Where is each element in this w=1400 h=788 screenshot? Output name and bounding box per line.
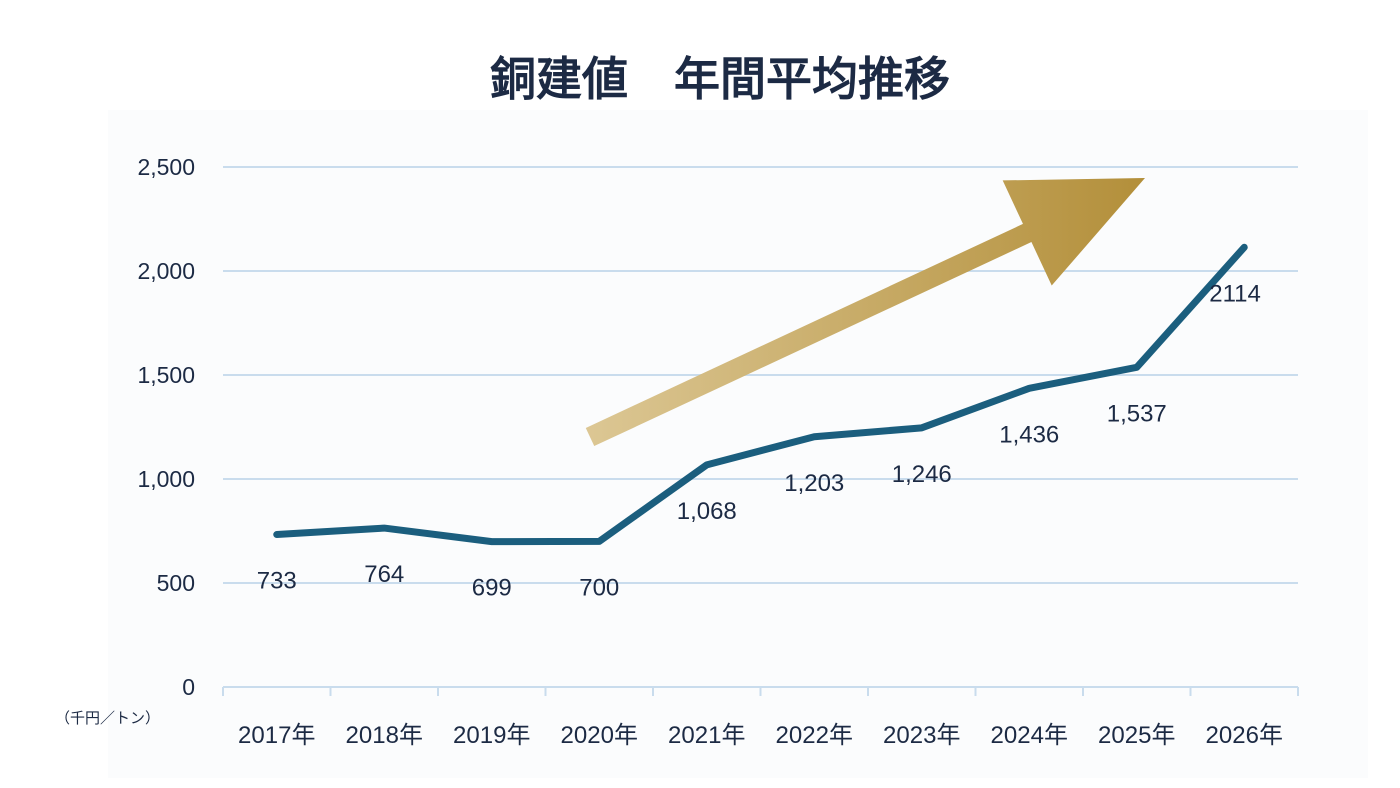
data-label: 733	[257, 568, 297, 595]
y-tick-label: 500	[157, 570, 195, 596]
data-label: 699	[472, 575, 512, 602]
data-label: 1,537	[1107, 400, 1167, 427]
x-tick-label: 2019年	[453, 722, 530, 749]
data-label: 1,246	[892, 461, 952, 488]
y-tick-label: 1,000	[137, 466, 195, 492]
x-tick-label: 2018年	[346, 722, 423, 749]
data-label: 764	[364, 561, 404, 588]
x-tick-label: 2021年	[668, 722, 745, 749]
y-axis-unit-label: （千円／トン）	[55, 709, 160, 727]
x-tick-label: 2025年	[1098, 722, 1175, 749]
y-tick-label: 2,000	[137, 258, 195, 284]
x-tick-label: 2020年	[561, 722, 638, 749]
data-label: 2114	[1209, 280, 1261, 307]
x-tick-label: 2026年	[1206, 722, 1283, 749]
x-tick-label: 2024年	[991, 722, 1068, 749]
y-tick-label: 0	[182, 674, 195, 700]
x-tick-label: 2017年	[238, 722, 315, 749]
data-label: 1,436	[999, 421, 1059, 448]
series-line	[273, 243, 1248, 546]
y-tick-label: 1,500	[137, 362, 195, 388]
data-label: 700	[579, 574, 619, 601]
data-label: 1,068	[677, 498, 737, 525]
x-tick-label: 2023年	[883, 722, 960, 749]
plot-background	[108, 110, 1368, 778]
x-tick-label: 2022年	[776, 722, 853, 749]
trend-arrow	[585, 178, 1145, 447]
data-label: 1,203	[784, 470, 844, 497]
y-tick-label: 2,500	[137, 154, 195, 180]
chart-title: 銅建値 年間平均推移	[490, 52, 950, 106]
